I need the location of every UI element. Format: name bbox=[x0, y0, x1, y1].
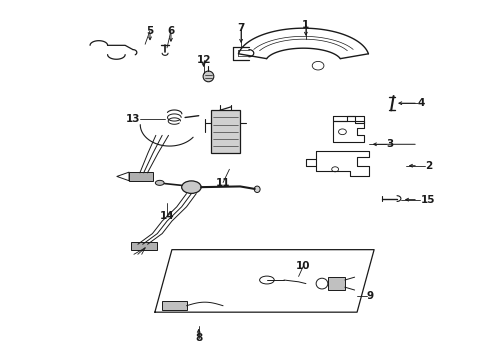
Ellipse shape bbox=[203, 71, 214, 82]
Text: 3: 3 bbox=[386, 139, 393, 149]
Text: 15: 15 bbox=[420, 195, 435, 204]
Text: 2: 2 bbox=[425, 161, 433, 171]
Text: 14: 14 bbox=[160, 211, 174, 221]
Bar bbox=[130, 242, 157, 249]
Text: 4: 4 bbox=[418, 98, 425, 108]
Text: 5: 5 bbox=[147, 26, 154, 36]
Text: 6: 6 bbox=[167, 26, 174, 36]
Bar bbox=[162, 301, 187, 310]
Text: 9: 9 bbox=[367, 291, 374, 301]
Text: 1: 1 bbox=[302, 19, 310, 30]
Text: 10: 10 bbox=[296, 261, 311, 271]
Bar bbox=[211, 111, 240, 153]
Text: 13: 13 bbox=[126, 114, 140, 124]
Ellipse shape bbox=[155, 180, 164, 185]
Text: 12: 12 bbox=[196, 55, 211, 65]
Ellipse shape bbox=[254, 186, 260, 193]
Bar bbox=[129, 172, 153, 181]
Bar bbox=[328, 277, 345, 290]
Ellipse shape bbox=[182, 181, 201, 193]
Text: 11: 11 bbox=[216, 177, 230, 188]
Text: 7: 7 bbox=[238, 23, 245, 33]
Text: 8: 8 bbox=[195, 333, 202, 343]
